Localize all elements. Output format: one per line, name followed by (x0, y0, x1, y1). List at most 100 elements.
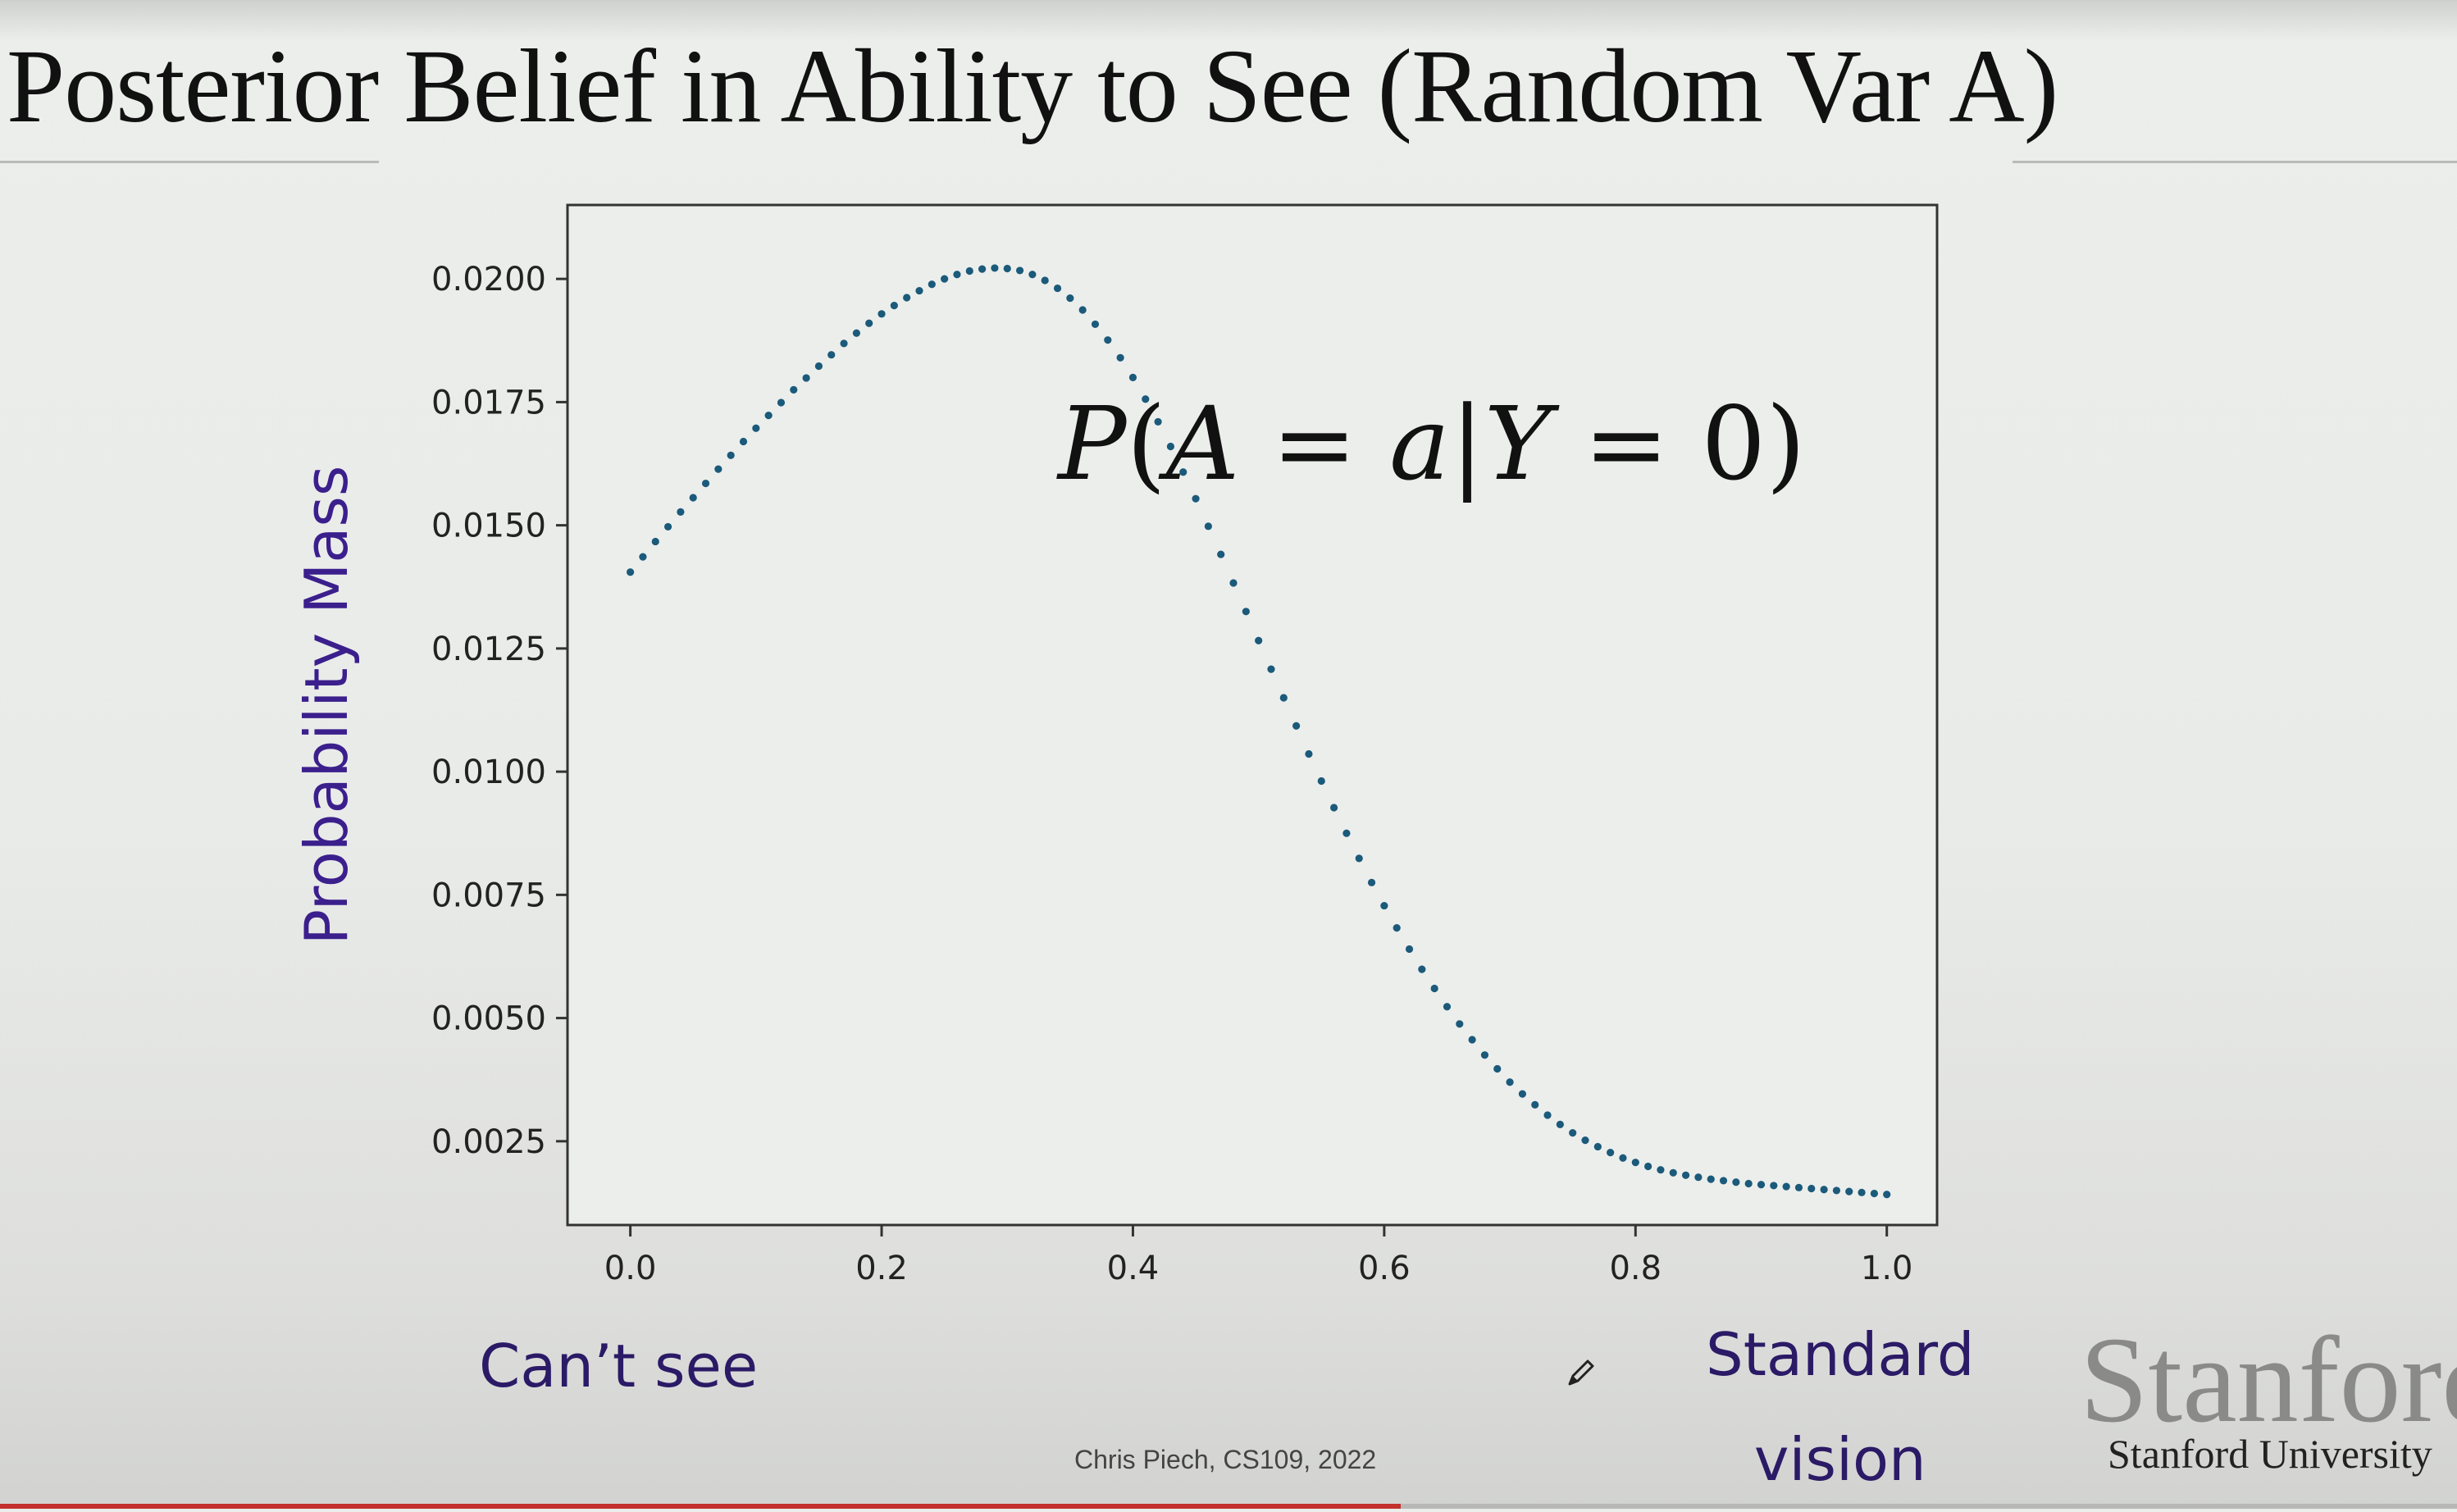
data-point (1581, 1136, 1589, 1145)
data-point (1694, 1173, 1703, 1182)
data-point (1644, 1162, 1652, 1171)
y-tick-label: 0.0175 (431, 384, 546, 421)
data-point (714, 465, 723, 473)
cant-see-label: Can’t see (479, 1332, 759, 1400)
data-point (727, 451, 735, 459)
data-point (1342, 829, 1351, 837)
data-point (1279, 694, 1288, 702)
title-underline-right (2013, 161, 2457, 163)
data-point (1104, 336, 1112, 344)
x-tick-label: 0.2 (855, 1250, 908, 1287)
data-point (1858, 1188, 1866, 1196)
data-point (1493, 1064, 1502, 1073)
data-point (1418, 965, 1426, 973)
data-point (752, 424, 760, 432)
data-point (1242, 608, 1250, 616)
slide-title: Posterior Belief in Ability to See (Rand… (7, 28, 2058, 144)
data-point (1569, 1129, 1577, 1137)
data-point (1870, 1189, 1878, 1198)
data-point (1593, 1142, 1602, 1151)
pen-cursor-icon (1568, 1359, 1594, 1386)
data-point (1367, 878, 1376, 886)
data-point (1518, 1090, 1527, 1098)
y-tick-label: 0.0125 (431, 631, 546, 668)
data-point (1380, 901, 1388, 910)
data-point (1142, 395, 1150, 403)
data-point (1078, 306, 1087, 314)
y-axis-label: Probability Mass (292, 465, 361, 945)
data-point (1204, 522, 1212, 531)
data-point (1556, 1120, 1564, 1129)
data-points (627, 264, 1891, 1199)
data-point (764, 412, 773, 420)
data-point (1267, 665, 1275, 673)
data-point (1845, 1187, 1853, 1195)
data-point (777, 398, 786, 407)
data-point (840, 339, 848, 348)
data-point (1091, 320, 1100, 329)
data-point (1329, 804, 1338, 812)
data-point (865, 319, 873, 327)
data-point (1669, 1168, 1677, 1177)
data-point (790, 385, 798, 394)
data-point (1393, 924, 1401, 932)
data-point (1405, 945, 1414, 954)
data-point (1456, 1020, 1464, 1028)
data-point (739, 437, 748, 446)
data-point (663, 522, 672, 531)
data-point (1192, 494, 1200, 503)
data-point (1003, 264, 1011, 273)
x-tick-label: 0.8 (1609, 1250, 1662, 1287)
data-point (1229, 579, 1238, 587)
data-point (1807, 1184, 1816, 1193)
chart-annotation-formula: P(A = a|Y = 0) (1058, 385, 1806, 503)
data-point (639, 553, 647, 561)
top-shade (0, 0, 2457, 41)
data-point (627, 568, 635, 576)
data-point (1255, 636, 1263, 644)
data-point (1883, 1191, 1891, 1199)
data-point (1028, 271, 1037, 279)
x-tick-label: 1.0 (1861, 1250, 1913, 1287)
credit-footer: Chris Piech, CS109, 2022 (1074, 1445, 1377, 1474)
x-tick-label: 0.0 (604, 1250, 657, 1287)
data-point (1531, 1100, 1539, 1109)
y-tick-label: 0.0075 (431, 877, 546, 914)
y-tick-label: 0.0100 (431, 754, 546, 791)
data-point (1480, 1051, 1489, 1059)
data-point (928, 280, 936, 289)
data-point (978, 265, 987, 273)
data-point (1757, 1181, 1766, 1189)
data-point (827, 351, 836, 359)
data-point (1657, 1166, 1665, 1174)
data-point (1732, 1178, 1740, 1186)
y-tick-label: 0.0150 (431, 508, 546, 545)
data-point (903, 294, 911, 302)
data-point (1053, 284, 1062, 293)
data-point (991, 264, 999, 272)
data-point (1770, 1182, 1778, 1190)
data-point (1607, 1149, 1615, 1157)
data-point (651, 537, 659, 546)
data-point (965, 266, 973, 276)
data-point (689, 494, 697, 502)
data-point (1041, 276, 1049, 285)
y-axis-ticks: 0.0025 0.0050 0.0075 0.0100 0.0125 0.0150 0.01… (431, 261, 568, 1161)
data-point (1116, 353, 1124, 362)
data-point (915, 286, 923, 295)
data-point (1619, 1154, 1627, 1162)
stanford-logo-wordmark: Stanford (2080, 1312, 2457, 1448)
data-point (1631, 1159, 1639, 1167)
video-progress-bar[interactable] (0, 1504, 2457, 1509)
x-tick-label: 0.4 (1107, 1250, 1160, 1287)
data-point (1430, 984, 1438, 993)
data-point (1707, 1175, 1715, 1183)
data-point (1217, 550, 1225, 558)
data-point (1355, 854, 1363, 863)
data-point (1782, 1182, 1790, 1191)
data-point (890, 301, 898, 310)
data-point (1066, 294, 1074, 303)
data-point (802, 374, 810, 382)
stanford-logo-subtitle: Stanford University (2108, 1431, 2432, 1477)
y-tick-label: 0.0050 (431, 1000, 546, 1038)
